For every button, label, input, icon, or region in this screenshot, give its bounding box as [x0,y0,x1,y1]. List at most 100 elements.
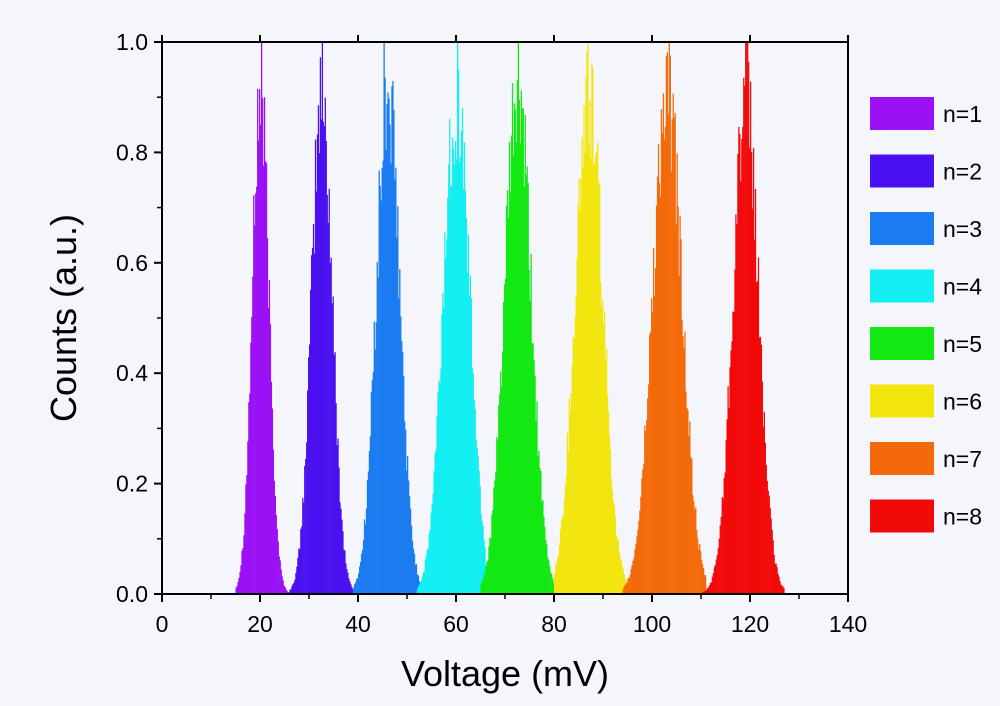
histogram-bar [487,560,489,594]
histogram-bar [764,442,766,594]
histogram-bar [460,130,463,595]
histogram-bar [378,170,380,594]
histogram-bar [461,108,464,595]
histogram-bar [587,42,589,594]
histogram-bar [762,426,765,594]
histogram-bar [353,587,355,594]
histogram-bar [506,190,509,594]
legend-label: n=6 [943,389,982,415]
histogram-bar [361,550,364,594]
histogram-bar [372,371,374,594]
histogram-bar [659,196,662,594]
histogram-bar [406,470,408,594]
histogram-bar [371,380,373,594]
histogram-bar [713,567,716,594]
histogram-bar [354,584,356,594]
histogram-bar [741,138,743,595]
histogram-bar [704,590,707,594]
legend-item: n=8 [870,499,982,533]
histogram-bar [555,563,558,594]
histogram-bar [743,77,745,594]
histogram-bar [571,364,573,594]
histogram-bar [369,436,372,594]
histogram-bar [390,163,392,594]
histogram-bar [628,578,630,594]
histogram-bar [395,167,397,594]
histogram-bar [703,591,706,594]
histogram-bar [755,282,758,594]
histogram-bar [403,376,405,594]
histogram-bar [603,324,605,594]
histogram-bar [537,455,539,594]
histogram-bar [505,205,508,594]
histogram-bar [485,565,487,594]
histogram-bar [455,141,457,594]
y-tick-label: 0.0 [116,581,148,607]
histogram-bar [345,563,347,594]
histogram-bar [727,386,729,594]
histogram-bar [241,550,243,594]
histogram-bar [710,582,713,594]
histogram-bar [407,480,410,594]
histogram-bar [337,438,339,594]
histogram-bar [594,163,596,594]
histogram-bar [526,166,528,594]
histogram-bar [771,530,773,594]
histogram-bar [414,564,417,594]
x-tick-label: 20 [247,611,273,637]
histogram-bar [493,487,495,594]
histogram-bar [559,529,562,594]
histogram-bar [585,76,587,595]
histogram-bar [352,588,354,594]
histogram-bar [389,124,391,595]
histogram-bar [655,205,658,594]
histogram-bar [666,52,668,594]
legend-swatch [870,154,934,188]
histogram-bar [563,499,566,594]
legend-label: n=4 [943,274,982,300]
histogram-bar [443,307,445,594]
histogram-bar [247,441,249,594]
histogram-bar [570,393,572,594]
histogram-bar [263,97,266,594]
histogram-bar [722,498,724,594]
histogram-bar [349,581,351,594]
histogram-bar [500,371,502,594]
histogram-bar [589,100,591,594]
histogram-bar [251,316,253,594]
histogram-bar [400,316,402,594]
histogram-bar [481,520,483,594]
histogram-bar [657,144,660,594]
histogram-bar [611,490,614,594]
histogram-bar [286,590,288,594]
histogram-bar [338,467,340,594]
histogram-bar [343,549,345,594]
histogram-bar [449,118,451,595]
histogram-bar [253,195,255,594]
histogram-bar [325,141,327,594]
histogram-bar [714,564,716,594]
histogram-bar [780,584,782,594]
histogram-bar [386,104,388,594]
histogram-bar [301,526,303,594]
histogram-bar [471,367,473,594]
histogram-bar [616,541,618,594]
histogram-bar [289,589,291,594]
histogram-bar [489,537,491,594]
histogram-bar [285,589,287,594]
histogram-bar [652,311,654,594]
histogram-bar [299,549,301,594]
histogram-bar [691,458,693,594]
histogram-bar [606,394,609,594]
histogram-bar [716,554,718,594]
histogram-bar [327,222,329,594]
x-axis-title: Voltage (mV) [401,653,609,694]
histogram-bar [637,529,639,594]
histogram-bar [424,560,426,594]
histogram-bar [665,55,667,594]
histogram-bar [503,301,505,594]
histogram-bar [480,583,482,594]
histogram-bar [723,478,725,594]
histogram-bar [544,527,546,594]
histogram-bar [265,163,268,594]
